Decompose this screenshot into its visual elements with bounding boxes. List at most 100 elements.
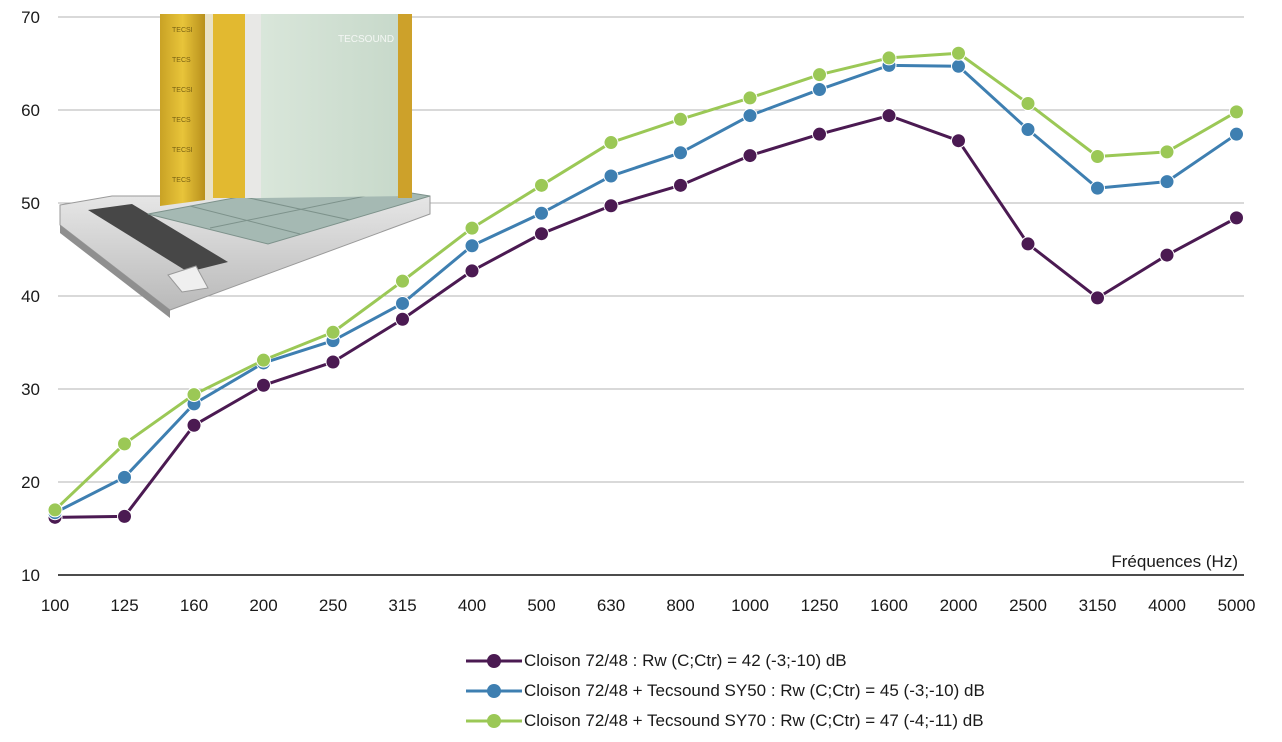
- data-point: [742, 90, 758, 106]
- data-point: [47, 502, 63, 518]
- x-tick-label: 4000: [1148, 596, 1186, 615]
- data-point: [1090, 149, 1105, 164]
- data-point: [395, 311, 410, 327]
- data-point: [117, 469, 132, 485]
- x-tick-label: 630: [597, 596, 625, 615]
- y-tick-label: 30: [21, 380, 40, 399]
- x-tick-label: 250: [319, 596, 347, 615]
- x-tick-label: 1250: [801, 596, 839, 615]
- legend-item: Cloison 72/48 + Tecsound SY70 : Rw (C;Ct…: [466, 706, 985, 736]
- data-point: [1090, 290, 1105, 306]
- data-point: [395, 295, 410, 311]
- data-point: [1159, 174, 1175, 190]
- x-tick-label: 800: [666, 596, 694, 615]
- data-point: [256, 377, 271, 393]
- series-line: [54, 114, 1238, 519]
- x-tick-label: 500: [527, 596, 555, 615]
- data-point: [534, 205, 549, 221]
- x-tick-label: 5000: [1218, 596, 1256, 615]
- x-tick-label: 1600: [870, 596, 908, 615]
- legend-label: Cloison 72/48 + Tecsound SY70 : Rw (C;Ct…: [524, 711, 984, 730]
- data-point: [812, 82, 827, 98]
- data-point: [603, 135, 619, 151]
- data-point: [812, 67, 827, 83]
- x-tick-label: 400: [458, 596, 486, 615]
- data-point: [186, 417, 202, 433]
- data-point: [117, 508, 132, 524]
- svg-text:TECSI: TECSI: [172, 27, 193, 34]
- x-tick-label: 3150: [1079, 596, 1117, 615]
- svg-text:TECSI: TECSI: [172, 87, 193, 94]
- data-point: [395, 273, 410, 289]
- data-point: [1159, 247, 1175, 263]
- data-point: [1020, 236, 1036, 252]
- svg-text:TECSOUND: TECSOUND: [338, 34, 394, 45]
- legend: Cloison 72/48 : Rw (C;Ctr) = 42 (-3;-10)…: [466, 646, 985, 736]
- data-point: [117, 436, 132, 452]
- x-axis-ticks: 100 125 160 200 250 315 400 500 630 800 1000 1250 16…: [41, 596, 1256, 615]
- data-point: [1229, 126, 1244, 142]
- x-tick-label: 100: [41, 596, 69, 615]
- data-point: [1229, 210, 1244, 226]
- data-point: [325, 324, 341, 340]
- x-tick-label: 200: [249, 596, 277, 615]
- data-point: [464, 220, 480, 236]
- svg-text:TECS: TECS: [172, 177, 191, 184]
- y-tick-label: 40: [21, 287, 40, 306]
- x-tick-label: 125: [110, 596, 138, 615]
- legend-swatch-0: [466, 654, 522, 668]
- y-tick-label: 10: [21, 566, 40, 585]
- legend-item: Cloison 72/48 : Rw (C;Ctr) = 42 (-3;-10)…: [466, 646, 985, 676]
- data-point: [881, 50, 897, 66]
- series-0: [47, 108, 1244, 525]
- x-tick-label: 315: [388, 596, 416, 615]
- x-axis-title: Fréquences (Hz): [1111, 552, 1238, 571]
- data-point: [673, 177, 688, 193]
- series-line: [53, 51, 1238, 511]
- data-point: [464, 238, 480, 254]
- x-tick-label: 1000: [731, 596, 769, 615]
- series-lines: [47, 45, 1244, 525]
- x-tick-label: 2000: [940, 596, 978, 615]
- data-point: [1229, 104, 1244, 120]
- data-point: [951, 58, 966, 74]
- y-axis-ticks: 10 20 30 40 50 60 70: [21, 8, 40, 585]
- x-tick-label: 2500: [1009, 596, 1047, 615]
- data-point: [325, 354, 341, 370]
- y-tick-label: 20: [21, 473, 40, 492]
- data-point: [603, 198, 619, 214]
- y-tick-label: 60: [21, 101, 40, 120]
- svg-text:TECS: TECS: [172, 57, 191, 64]
- legend-swatch-2: [466, 714, 522, 728]
- product-illustration: TECSI TECS TECSI TECS TECSI TECS TECSOUND: [59, 14, 431, 318]
- data-point: [1020, 122, 1036, 138]
- data-point: [881, 108, 897, 124]
- svg-text:TECS: TECS: [172, 117, 191, 124]
- legend-item: Cloison 72/48 + Tecsound SY50 : Rw (C;Ct…: [466, 676, 985, 706]
- y-tick-label: 70: [21, 8, 40, 27]
- data-point: [464, 263, 480, 279]
- series-line: [54, 63, 1238, 515]
- data-point: [603, 168, 619, 184]
- data-point: [534, 226, 549, 242]
- data-point: [534, 177, 549, 193]
- data-point: [742, 148, 758, 164]
- data-point: [1020, 95, 1036, 111]
- x-tick-label: 160: [180, 596, 208, 615]
- data-point: [186, 387, 202, 403]
- data-point: [951, 133, 966, 149]
- legend-label: Cloison 72/48 + Tecsound SY50 : Rw (C;Ct…: [524, 681, 985, 700]
- data-point: [1159, 144, 1175, 160]
- legend-swatch-1: [466, 684, 522, 698]
- data-point: [1090, 180, 1105, 196]
- data-point: [812, 126, 827, 142]
- data-point: [256, 352, 271, 368]
- data-point: [742, 108, 758, 124]
- series-1: [47, 57, 1244, 521]
- series-2: [47, 45, 1244, 518]
- data-point: [951, 45, 966, 61]
- legend-label: Cloison 72/48 : Rw (C;Ctr) = 42 (-3;-10)…: [524, 651, 847, 670]
- y-tick-label: 50: [21, 194, 40, 213]
- data-point: [673, 111, 688, 127]
